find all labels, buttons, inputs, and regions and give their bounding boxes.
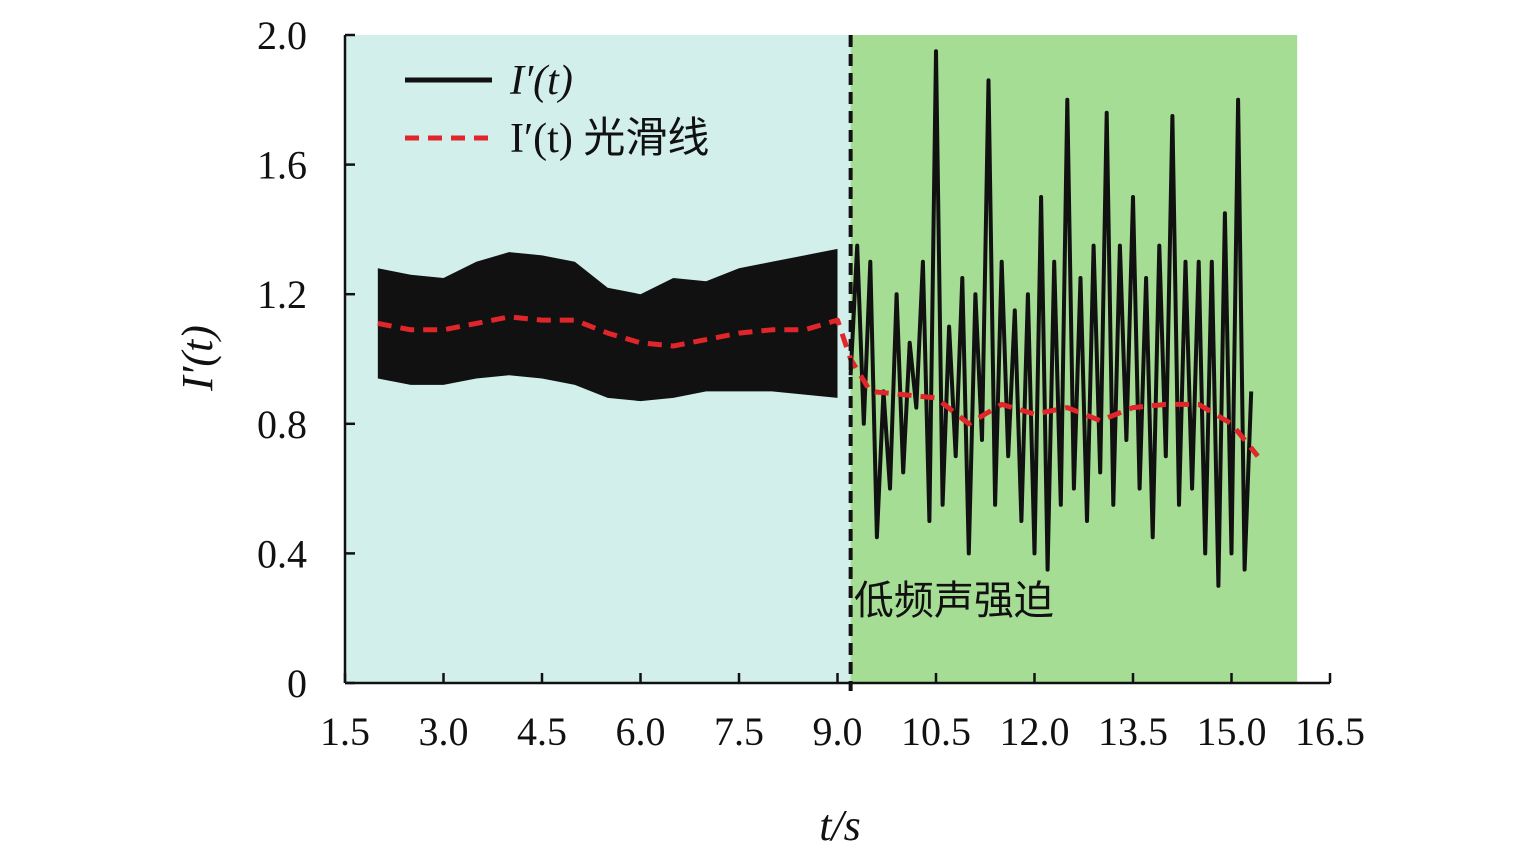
x-tick-label: 10.5	[901, 709, 971, 754]
x-tick-label: 15.0	[1197, 709, 1267, 754]
signal-band-layer	[377, 248, 838, 402]
y-tick-label: 0	[287, 661, 307, 706]
series-layer	[377, 49, 1260, 588]
y-ticks: 0 0.4 0.8 1.2 1.6 2.0	[257, 13, 355, 706]
y-tick-label: 0.4	[257, 531, 307, 576]
y-tick-label: 1.6	[257, 143, 307, 188]
series-smooth-line	[377, 314, 1260, 458]
y-axis-label: I′(t)	[173, 325, 222, 392]
x-tick-label: 13.5	[1098, 709, 1168, 754]
legend-label-signal: I′(t)	[509, 58, 573, 104]
x-tick-label: 4.5	[517, 709, 567, 754]
x-tick-label: 3.0	[419, 709, 469, 754]
x-tick-label: 6.0	[616, 709, 666, 754]
x-tick-label: 12.0	[1000, 709, 1070, 754]
signal-band	[377, 248, 838, 402]
legend: I′(t) I′(t) 光滑线	[405, 58, 709, 162]
y-tick-label: 2.0	[257, 13, 307, 58]
x-axis-label: t/s	[819, 801, 861, 850]
x-ticks: 1.5 3.0 4.5 6.0 7.5 9.0 10.5 12.0 13.5 15.0 16.5	[320, 673, 1365, 754]
legend-label-smooth: I′(t) 光滑线	[510, 116, 709, 162]
x-tick-label: 9.0	[813, 709, 863, 754]
forcing-annotation: 低频声强迫	[854, 578, 1054, 624]
x-tick-label: 16.5	[1295, 709, 1365, 754]
x-tick-label: 1.5	[320, 709, 370, 754]
y-tick-label: 0.8	[257, 402, 307, 447]
series-signal-line	[848, 49, 1254, 588]
x-tick-label: 7.5	[714, 709, 764, 754]
y-tick-label: 1.2	[257, 272, 307, 317]
